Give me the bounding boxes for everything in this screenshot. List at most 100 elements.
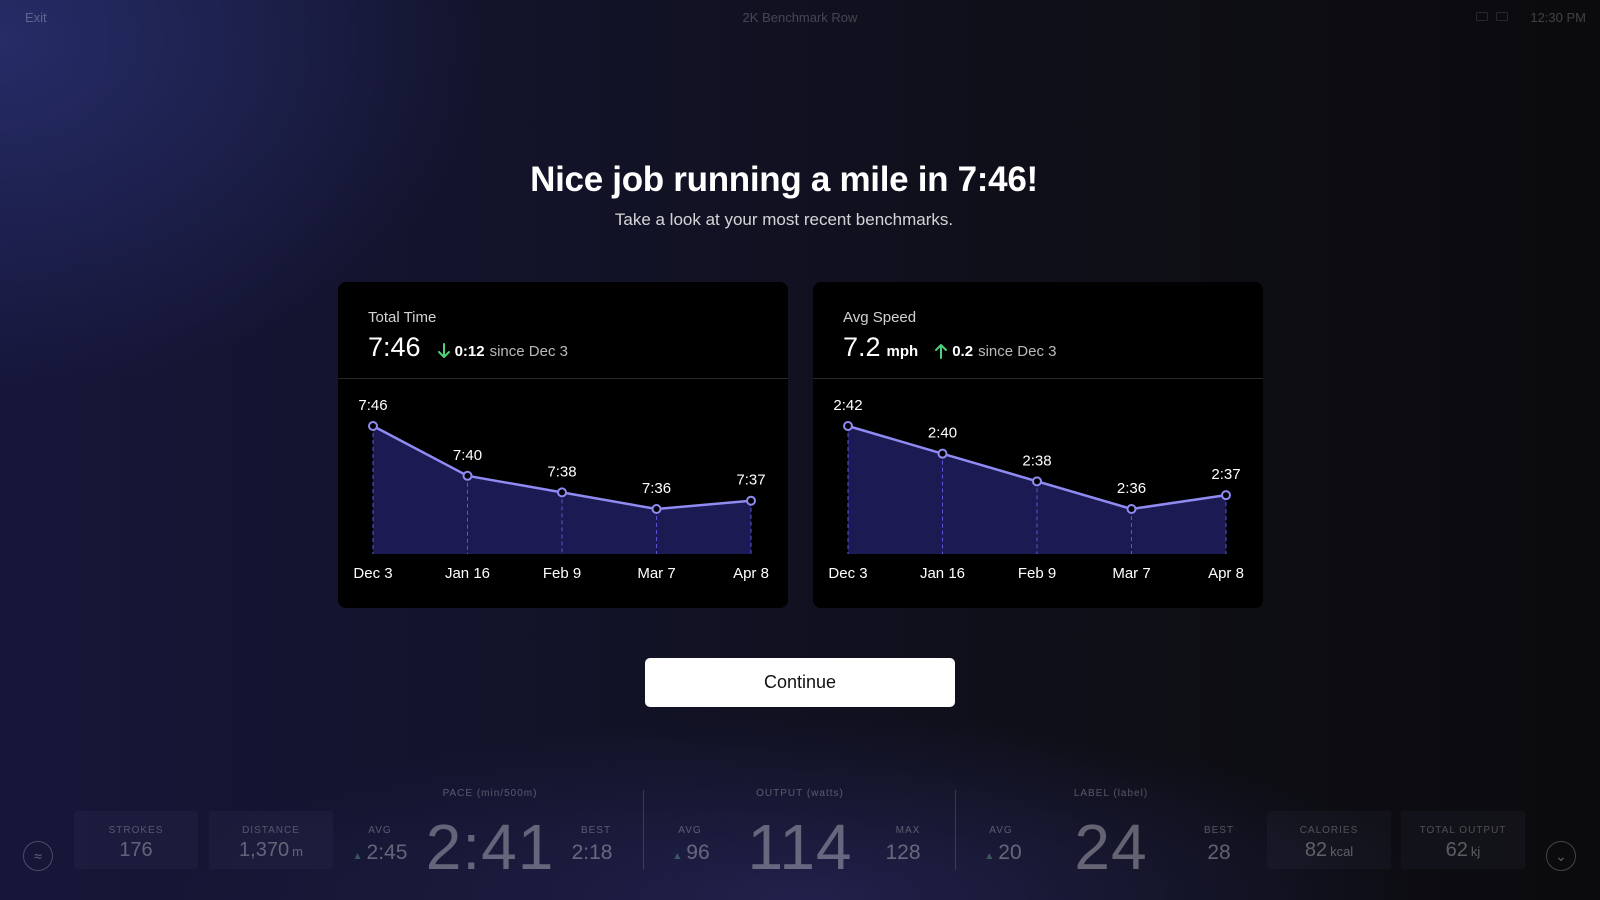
chart-point — [746, 495, 756, 506]
total-output-label: TOTAL OUTPUT — [1419, 825, 1507, 836]
pace-avg: ▲ 2:45 — [345, 841, 415, 865]
pace-current: 2:41 — [425, 811, 555, 883]
delta-since: since Dec 3 — [978, 343, 1057, 360]
chart-x-tick-label: Jan 16 — [920, 565, 965, 582]
triangle-up-icon: ▲ — [672, 851, 683, 862]
total-output-unit: kj — [1470, 844, 1481, 859]
output-avg-label: AVG — [678, 825, 702, 836]
chart-area — [373, 426, 751, 554]
strokes-value: 176 — [119, 839, 153, 861]
metric-value: 7.2 — [843, 332, 881, 362]
chart-point — [651, 504, 662, 514]
delta-since: since Dec 3 — [489, 343, 568, 360]
custom-best: 28 — [1207, 841, 1231, 864]
arrow-up-icon — [935, 344, 948, 359]
chart-x-tick-label: Apr 8 — [1208, 565, 1244, 582]
chart-point — [462, 470, 473, 481]
class-title: 2K Benchmark Row — [742, 10, 858, 25]
output-current: 114 — [747, 811, 853, 883]
chart-data-label: 2:40 — [928, 425, 957, 442]
total-output-value: 62 — [1445, 839, 1468, 861]
waves-icon: ≈ — [34, 848, 42, 864]
output-max-label: MAX — [895, 825, 921, 836]
triangle-up-icon: ▲ — [984, 851, 995, 862]
avg-speed-card: Avg Speed 7.2 mph 0.2 since Dec 3 2:42 De… — [813, 282, 1263, 608]
delta: 0:12 since Dec 3 — [437, 340, 568, 360]
custom-avg-label: AVG — [989, 825, 1013, 836]
chart-point — [1221, 490, 1231, 501]
page-subtitle: Take a look at your most recent benchmar… — [614, 210, 954, 229]
chart-point — [1032, 476, 1042, 487]
menu-button[interactable]: ≈ — [23, 841, 53, 871]
continue-button[interactable]: Continue — [645, 658, 955, 707]
metrics-bar: ≈ STROKES 176 DISTANCE 1,370 m PACE (min/… — [0, 780, 1600, 900]
chart-x-tick-label: Jan 16 — [445, 565, 490, 582]
chart-data-label: 2:36 — [1117, 480, 1146, 497]
chart-point — [368, 421, 378, 431]
chart-data-label: 2:37 — [1211, 466, 1240, 483]
chart-x-tick-label: Feb 9 — [1018, 565, 1056, 582]
chart-point — [1126, 504, 1137, 514]
chart-data-label: 7:38 — [547, 463, 576, 480]
avg-speed-chart: 2:42 Dec 3 2:40 Jan 16 2:38 Feb 9 2:36 Mar 7 2:3… — [828, 397, 1244, 582]
strokes-box: STROKES 176 — [74, 811, 198, 869]
metric-unit: mph — [886, 343, 919, 360]
custom-avg: ▲ 20 — [968, 841, 1038, 865]
chart-x-tick-label: Mar 7 — [1112, 565, 1150, 582]
total-output-box: TOTAL OUTPUT 62 kj — [1401, 811, 1525, 869]
card-header: Avg Speed 7.2 mph 0.2 since Dec 3 — [813, 282, 1263, 379]
top-bar: Exit 2K Benchmark Row 12:30 PM — [0, 0, 1600, 34]
metric-value: 7:46 — [368, 332, 421, 362]
metric-label: Avg Speed — [843, 309, 917, 326]
chart-x-tick-label: Apr 8 — [733, 565, 769, 582]
calories-value-row: 82 kcal — [1267, 839, 1391, 862]
custom-avg-value: 20 — [998, 841, 1022, 864]
chart-point — [843, 421, 853, 431]
chart-data-label: 2:38 — [1022, 452, 1051, 469]
triangle-up-icon: ▲ — [352, 851, 363, 862]
total-output-value-row: 62 kj — [1401, 839, 1525, 862]
pace-best: 2:18 — [571, 841, 613, 864]
total-time-chart: 7:46 Dec 3 7:40 Jan 16 7:38 Feb 9 7:36 Mar 7 7:3… — [353, 397, 769, 582]
custom-best-label: BEST — [1203, 825, 1235, 836]
chart-data-label: 7:37 — [736, 472, 765, 489]
distance-value-row: 1,370 m — [209, 839, 333, 862]
chart-point — [557, 487, 567, 498]
output-max: 128 — [885, 841, 921, 864]
delta: 0.2 since Dec 3 — [934, 340, 1056, 360]
pace-best-label: BEST — [580, 825, 612, 836]
distance-value: 1,370 — [239, 839, 290, 861]
chart-point — [937, 448, 948, 459]
chart-x-tick-label: Dec 3 — [353, 565, 392, 582]
metric-label: Total Time — [368, 309, 437, 326]
pace-avg-label: AVG — [368, 825, 392, 836]
delta-value: 0.2 — [952, 343, 974, 360]
metric-row: 7.2 mph 0.2 since Dec 3 — [843, 332, 1056, 363]
distance-unit: m — [292, 844, 303, 859]
chevron-down-icon: ⌄ — [1555, 847, 1567, 864]
chart-x-tick-label: Dec 3 — [828, 565, 867, 582]
chart-x-tick-label: Feb 9 — [543, 565, 581, 582]
chart-data-label: 7:36 — [642, 480, 671, 497]
chart-data-label: 7:40 — [453, 447, 482, 464]
calories-value: 82 — [1304, 839, 1328, 861]
custom-current: 24 — [1074, 811, 1148, 883]
output-avg-value: 96 — [686, 841, 710, 864]
expand-button[interactable]: ⌄ — [1546, 841, 1576, 871]
distance-box: DISTANCE 1,370 m — [209, 811, 333, 869]
calories-label: CALORIES — [1299, 825, 1359, 836]
output-title: OUTPUT (watts) — [756, 788, 844, 799]
exit-button[interactable]: Exit — [25, 10, 47, 25]
metric-row: 7:46 0:12 since Dec 3 — [368, 332, 568, 363]
arrow-down-icon — [437, 343, 450, 358]
clock: 12:30 PM — [1530, 10, 1586, 25]
total-time-card: Total Time 7:46 0:12 since Dec 3 7:46 Dec… — [338, 282, 788, 608]
card-header: Total Time 7:46 0:12 since Dec 3 — [338, 282, 788, 379]
page-title: Nice job running a mile in 7:46! — [530, 160, 1038, 199]
status-icons — [1476, 12, 1508, 21]
chart-x-tick-label: Mar 7 — [637, 565, 675, 582]
divider — [955, 790, 956, 870]
calories-box: CALORIES 82 kcal — [1267, 811, 1391, 869]
chart-data-label: 7:46 — [358, 397, 387, 414]
distance-label: DISTANCE — [242, 825, 300, 836]
